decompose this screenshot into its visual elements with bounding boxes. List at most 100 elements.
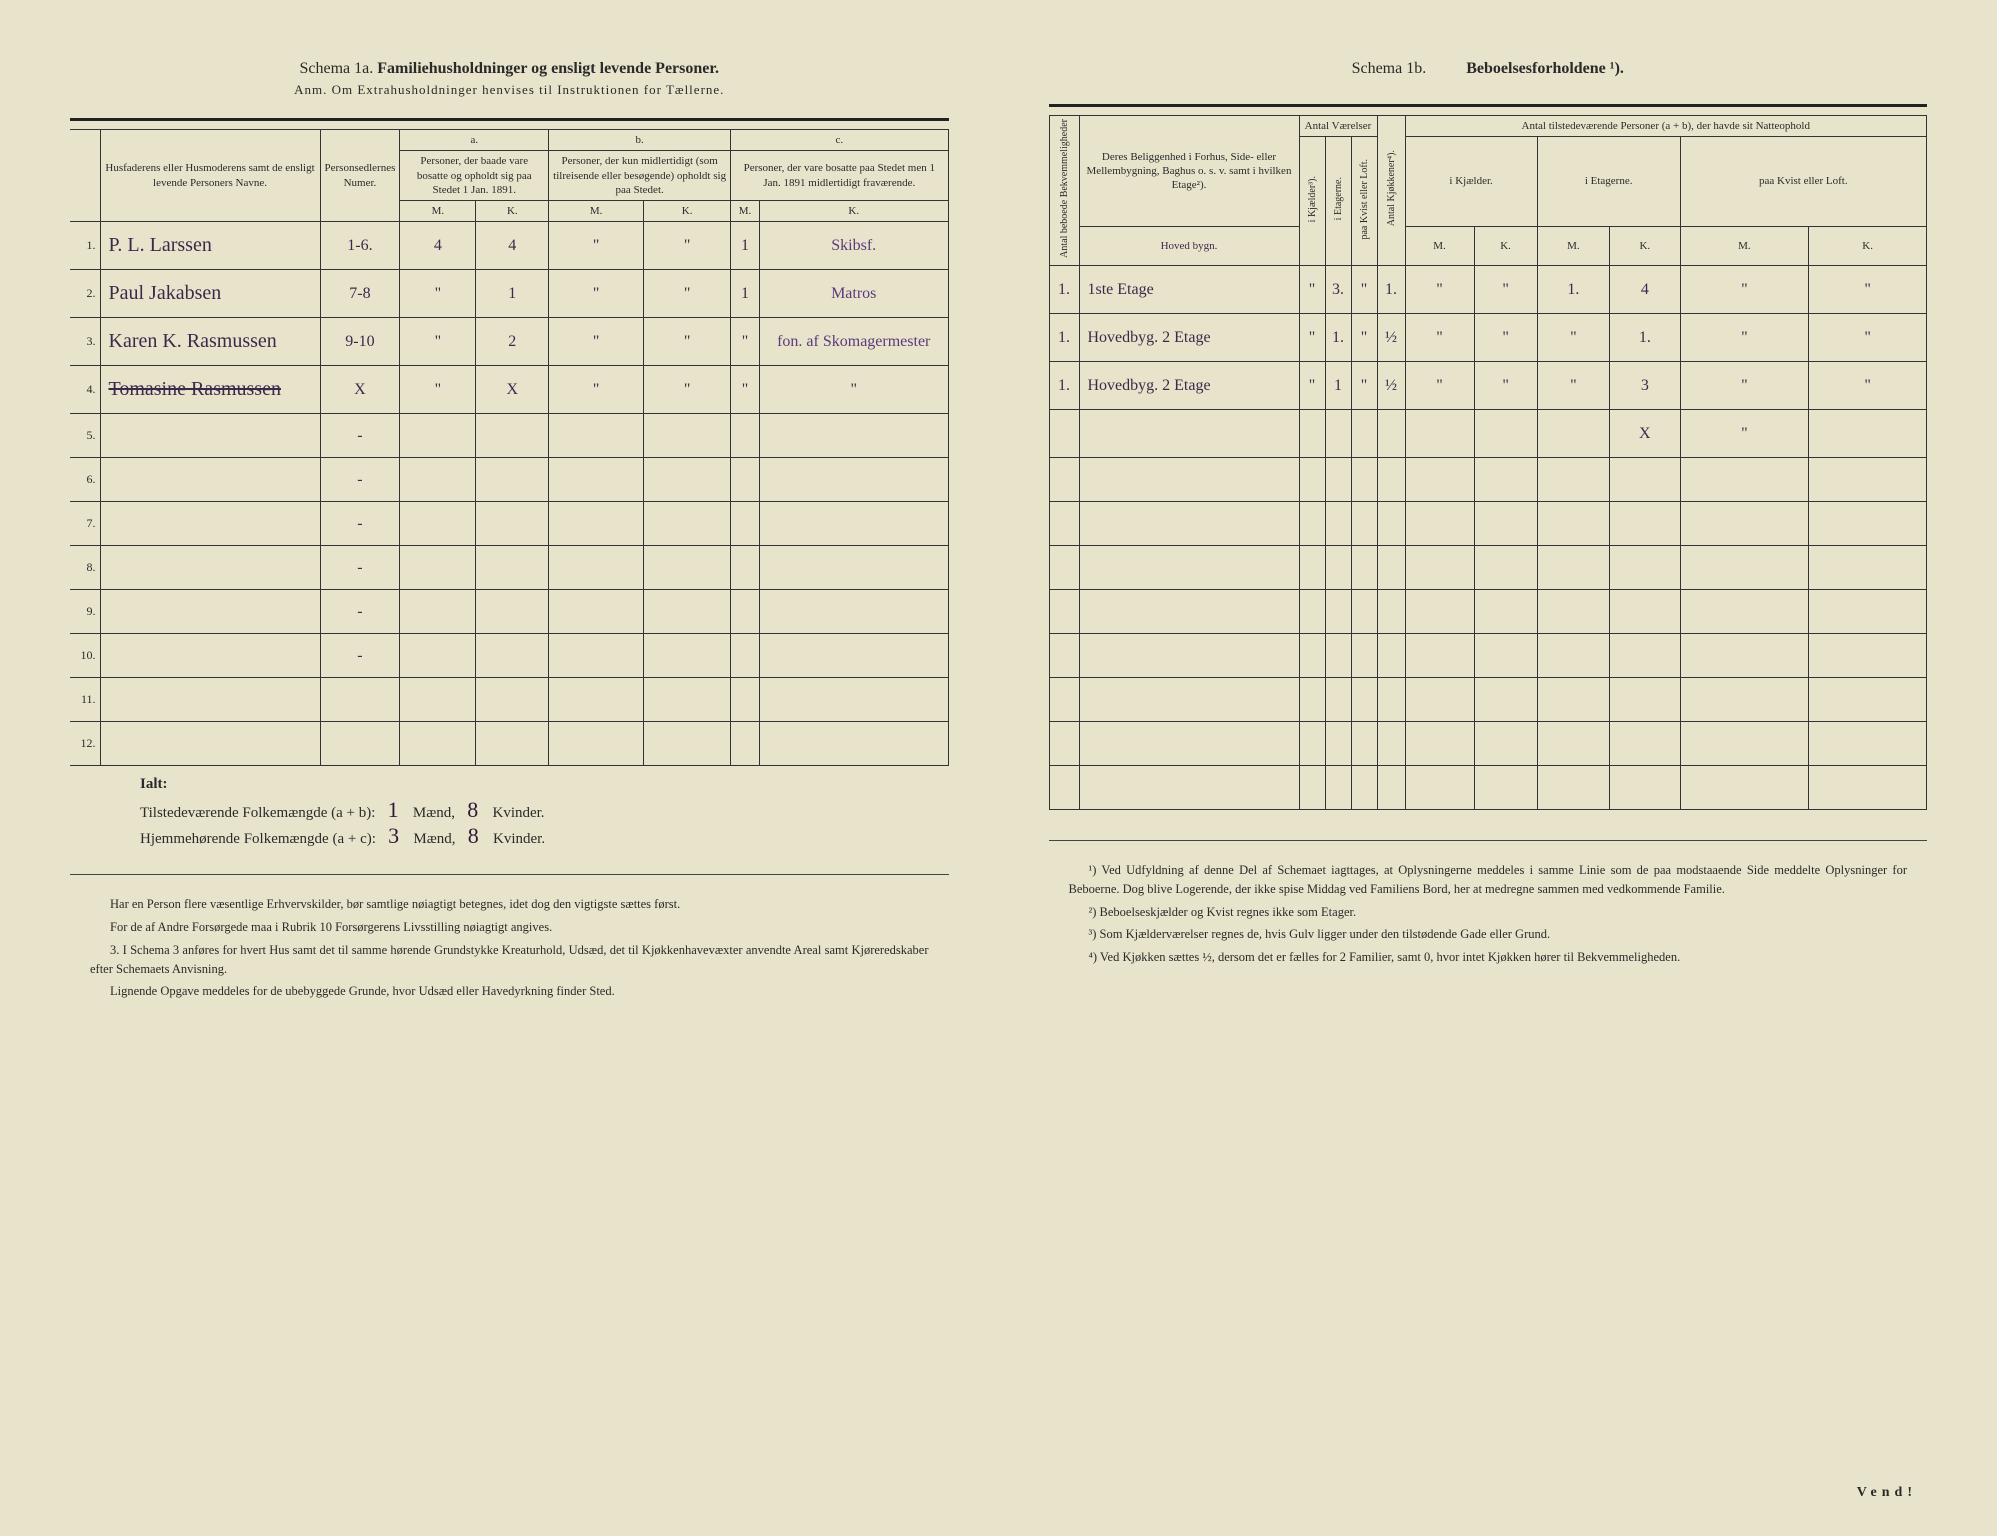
cell-pem: 1. — [1537, 266, 1609, 314]
empty-cell — [1079, 502, 1299, 546]
empty-cell — [1079, 546, 1299, 590]
head-ck: K. — [759, 201, 948, 222]
empty-cell — [1049, 502, 1079, 546]
cell-bm: " — [549, 366, 644, 414]
empty-cell — [1079, 766, 1299, 810]
cell-belig: 1ste Etage — [1079, 266, 1299, 314]
table-row: 6.- — [70, 458, 948, 502]
empty-cell — [1474, 546, 1537, 590]
cell-kj: " — [1299, 266, 1325, 314]
empty-cell — [1299, 634, 1325, 678]
empty-cell — [1049, 546, 1079, 590]
empty-cell — [1377, 590, 1405, 634]
cell-kj: " — [1299, 362, 1325, 410]
footnote-paragraph: ³) Som Kjælderværelser regnes de, hvis G… — [1069, 925, 1908, 944]
schema-1b-label: Schema 1b. — [1352, 60, 1427, 77]
cell-am — [400, 414, 476, 458]
row-numer: 1-6. — [320, 222, 400, 270]
cell-ak — [476, 502, 549, 546]
table-row: 1.Hovedbyg. 2 Etage"1"½"""3"" — [1049, 362, 1927, 410]
empty-cell — [1325, 546, 1351, 590]
schema-1a-label: Schema 1a. — [299, 60, 373, 77]
footnote-paragraph: ¹) Ved Udfyldning af denne Del af Schema… — [1069, 861, 1908, 899]
cell-bm — [549, 722, 644, 766]
empty-cell — [1351, 502, 1377, 546]
cell-ak — [476, 634, 549, 678]
empty-cell — [1377, 546, 1405, 590]
empty-cell — [1351, 678, 1377, 722]
cell-pvk: " — [1809, 314, 1927, 362]
empty-cell — [1680, 458, 1809, 502]
row-numer: X — [320, 366, 400, 414]
cell-bm — [549, 458, 644, 502]
empty-cell — [1474, 458, 1537, 502]
cell-et — [1325, 410, 1351, 458]
head-bekv-text: Antal beboede Bekvemmeligheder — [1058, 119, 1071, 258]
cell-bm: " — [549, 270, 644, 318]
table-1a-head: Husfaderens eller Husmoderens samt de en… — [70, 130, 948, 222]
cell-kj — [1299, 410, 1325, 458]
row-name — [100, 634, 320, 678]
empty-cell — [1680, 722, 1809, 766]
empty-cell — [1079, 634, 1299, 678]
cell-pkk: " — [1474, 362, 1537, 410]
cell-pem — [1537, 410, 1609, 458]
cell-kok: ½ — [1377, 314, 1405, 362]
head-belig: Deres Beliggenhed i Forhus, Side- eller … — [1079, 116, 1299, 227]
head-kjok: Antal Kjøkkener⁴). — [1377, 116, 1405, 266]
empty-cell — [1351, 722, 1377, 766]
head-blank — [70, 130, 100, 222]
row-num: 3. — [70, 318, 100, 366]
schema-1b-heading: Beboelsesforholdene ¹). — [1466, 60, 1624, 77]
cell-am: " — [400, 270, 476, 318]
empty-cell — [1809, 634, 1927, 678]
empty-cell — [1299, 722, 1325, 766]
row-num: 2. — [70, 270, 100, 318]
right-footnotes: ¹) Ved Udfyldning af denne Del af Schema… — [1049, 861, 1928, 967]
cell-cm — [731, 414, 760, 458]
empty-cell — [1537, 546, 1609, 590]
cell-ck — [759, 546, 948, 590]
empty-cell — [1377, 502, 1405, 546]
rule — [1049, 840, 1928, 841]
sub-p-kv: paa Kvist eller Loft. — [1680, 137, 1926, 227]
empty-cell — [1079, 678, 1299, 722]
empty-cell — [1610, 678, 1681, 722]
table-row — [1049, 766, 1927, 810]
empty-cell — [1680, 546, 1809, 590]
head-c-letter: c. — [731, 130, 948, 151]
cell-ak — [476, 458, 549, 502]
rule — [70, 118, 949, 121]
ac-mid: Mænd, — [413, 831, 455, 847]
census-table-1b: Antal beboede Bekvemmeligheder Deres Bel… — [1049, 115, 1928, 810]
row-numer — [320, 722, 400, 766]
cell-bekv: 1. — [1049, 266, 1079, 314]
line-ab: Tilstedeværende Folkemængde (a + b): 1 M… — [140, 797, 949, 823]
cell-bk — [644, 502, 731, 546]
cell-cm — [731, 546, 760, 590]
empty-cell — [1405, 766, 1474, 810]
ac-end: Kvinder. — [493, 831, 545, 847]
cell-pkm: " — [1405, 314, 1474, 362]
head-b-letter: b. — [549, 130, 731, 151]
cell-bm — [549, 414, 644, 458]
sub-p-kj: i Kjælder. — [1405, 137, 1537, 227]
table-row: 1.P. L. Larssen1-6.44""1Skibsf. — [70, 222, 948, 270]
cell-bm — [549, 678, 644, 722]
cell-ck: Matros — [759, 270, 948, 318]
right-page: Schema 1b. Beboelsesforholdene ¹). Antal… — [999, 0, 1997, 1536]
cell-kok: 1. — [1377, 266, 1405, 314]
ialt-label: Ialt: — [140, 776, 949, 793]
empty-cell — [1405, 458, 1474, 502]
cell-kj: " — [1299, 314, 1325, 362]
empty-cell — [1049, 766, 1079, 810]
cell-bm: " — [549, 222, 644, 270]
empty-cell — [1079, 722, 1299, 766]
cell-pkk: " — [1474, 266, 1537, 314]
cell-pek: 3 — [1610, 362, 1681, 410]
cell-cm: " — [731, 366, 760, 414]
census-table-1a: Husfaderens eller Husmoderens samt de en… — [70, 129, 949, 766]
cell-am — [400, 634, 476, 678]
empty-cell — [1610, 502, 1681, 546]
empty-cell — [1325, 722, 1351, 766]
